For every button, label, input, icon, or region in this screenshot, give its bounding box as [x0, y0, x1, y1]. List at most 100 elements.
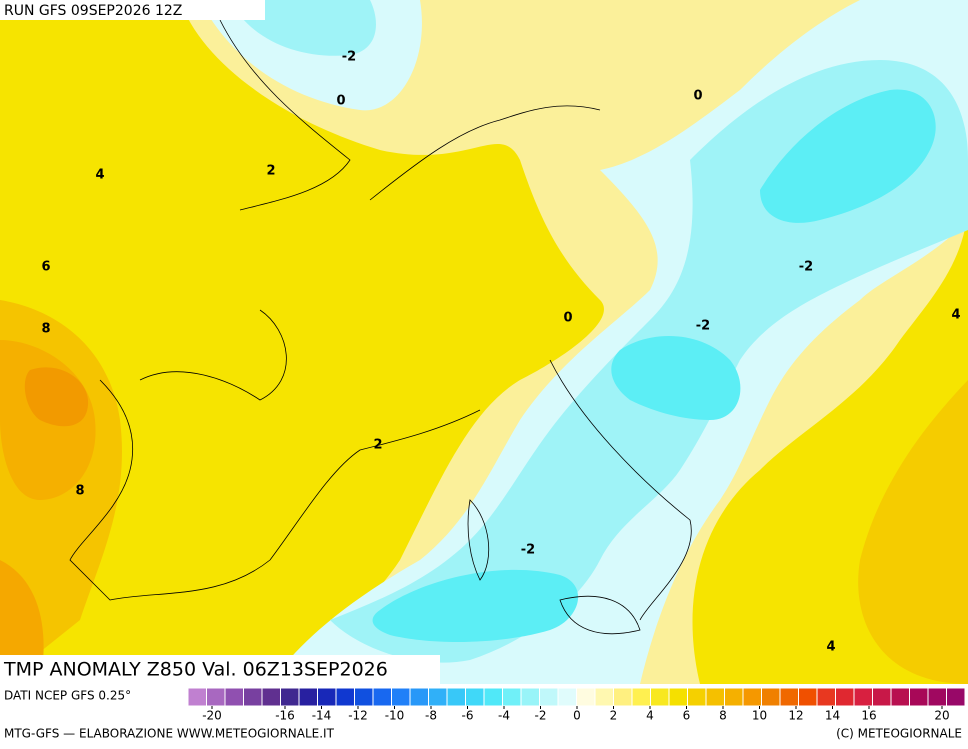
colorbar-swatch — [465, 687, 485, 707]
colorbar-tick-label: 0 — [573, 709, 581, 723]
contour-label: -2 — [799, 260, 813, 275]
footer-left: MTG-GFS — ELABORAZIONE WWW.METEOGIORNALE… — [4, 727, 335, 741]
colorbar-swatch — [206, 687, 226, 707]
colorbar-swatch — [187, 687, 207, 707]
map: RUN GFS 09SEP2026 12Z TMP ANOMALY Z850 V… — [0, 0, 968, 684]
colorbar-tick-label: -6 — [462, 709, 474, 723]
colorbar-tick-label: -4 — [498, 709, 510, 723]
colorbar-swatch — [391, 687, 411, 707]
colorbar-tick-label: 8 — [719, 709, 727, 723]
colorbar-swatch — [705, 687, 725, 707]
contour-label: 8 — [41, 322, 50, 337]
contour-label: 4 — [826, 640, 835, 655]
colorbar-tick-label: 6 — [683, 709, 691, 723]
colorbar-tick-label: -10 — [385, 709, 405, 723]
contour-label: 4 — [95, 168, 104, 183]
contour-label: 8 — [75, 484, 84, 499]
cold-core — [611, 336, 741, 420]
colorbar-swatch — [594, 687, 614, 707]
coastline — [467, 499, 490, 581]
colorbar-swatch — [742, 687, 762, 707]
colorbar-swatch — [483, 687, 503, 707]
colorbar-swatch — [539, 687, 559, 707]
contour-label: 0 — [563, 311, 572, 326]
header: RUN GFS 09SEP2026 12Z — [4, 3, 182, 19]
colorbar-swatch — [372, 687, 392, 707]
colorbar-swatch — [853, 687, 873, 707]
colorbar-tick-label: -8 — [425, 709, 437, 723]
colorbar-swatch — [909, 687, 929, 707]
coastline — [549, 359, 692, 621]
source: DATI NCEP GFS 0.25° — [4, 689, 131, 703]
colorbar-swatch — [761, 687, 781, 707]
colorbar-swatch — [613, 687, 633, 707]
colorbar-swatch — [446, 687, 466, 707]
colorbar-swatch — [502, 687, 522, 707]
colorbar-tick-label: 16 — [861, 709, 876, 723]
colorbar-swatch — [335, 687, 355, 707]
contour-label: -2 — [696, 319, 710, 334]
cold-core — [372, 569, 579, 642]
colorbar: -20 -16 -14 -12 -10 -8 -6 -4 -2 0 2 4 6 8 10 12 14 16 20 — [187, 687, 966, 723]
colorbar-tick-label: 2 — [610, 709, 618, 723]
contour-labels: -2 0 0 2 4 6 8 8 -2 -2 0 4 2 -2 4 — [41, 50, 960, 655]
colorbar-swatch — [557, 687, 577, 707]
colorbar-swatch — [650, 687, 670, 707]
contour-label: 0 — [693, 89, 702, 104]
contour-label: 2 — [266, 164, 275, 179]
colorbar-swatch — [520, 687, 540, 707]
header-box — [0, 0, 265, 20]
coastline — [69, 379, 481, 601]
colorbar-swatch — [798, 687, 818, 707]
colorbar-tick-label: -16 — [275, 709, 295, 723]
colorbar-swatch — [631, 687, 651, 707]
cold-core — [760, 89, 936, 223]
colorbar-tick-label: -12 — [348, 709, 368, 723]
colorbar-swatch — [816, 687, 836, 707]
colorbar-swatch — [835, 687, 855, 707]
colorbar-swatch — [576, 687, 596, 707]
colorbar-tick-label: -2 — [535, 709, 547, 723]
coastline — [559, 595, 641, 635]
warm-core — [24, 367, 89, 427]
colorbar-swatch — [354, 687, 374, 707]
colorbar-swatch — [317, 687, 337, 707]
colorbar-swatch — [946, 687, 966, 707]
contour-label: 6 — [41, 260, 50, 275]
colorbar-tick-label: 20 — [934, 709, 949, 723]
colorbar-swatch — [280, 687, 300, 707]
colorbar-swatch — [409, 687, 429, 707]
colorbar-tick-label: 10 — [752, 709, 767, 723]
footer-right: (C) METEOGIORNALE — [836, 727, 962, 741]
colorbar-swatch — [224, 687, 244, 707]
colorbar-tick-label: 4 — [646, 709, 654, 723]
colorbar-tick-label: -14 — [312, 709, 332, 723]
contour-label: 4 — [951, 308, 960, 323]
coastlines — [69, 19, 692, 635]
colorbar-swatch — [261, 687, 281, 707]
colorbar-swatch — [872, 687, 892, 707]
colorbar-tick-label: 14 — [825, 709, 840, 723]
colorbar-swatch — [668, 687, 688, 707]
coastline — [369, 105, 601, 201]
warm-core — [0, 560, 44, 684]
coastline — [219, 19, 351, 211]
colorbar-swatch — [724, 687, 744, 707]
colorbar-swatch — [428, 687, 448, 707]
colorbar-tick-label: -20 — [202, 709, 222, 723]
colorbar-swatch — [298, 687, 318, 707]
contour-label: 0 — [336, 94, 345, 109]
colorbar-swatch — [779, 687, 799, 707]
colorbar-swatch — [927, 687, 947, 707]
colorbar-swatch — [243, 687, 263, 707]
colorbar-swatch — [890, 687, 910, 707]
contour-label: 2 — [373, 438, 382, 453]
contour-label: -2 — [521, 543, 535, 558]
colorbar-swatch — [687, 687, 707, 707]
colorbar-tick-label: 12 — [788, 709, 803, 723]
cold-area — [230, 0, 376, 56]
title: TMP ANOMALY Z850 Val. 06Z13SEP2026 — [3, 659, 388, 681]
contour-label: -2 — [342, 50, 356, 65]
coastline — [139, 309, 287, 401]
